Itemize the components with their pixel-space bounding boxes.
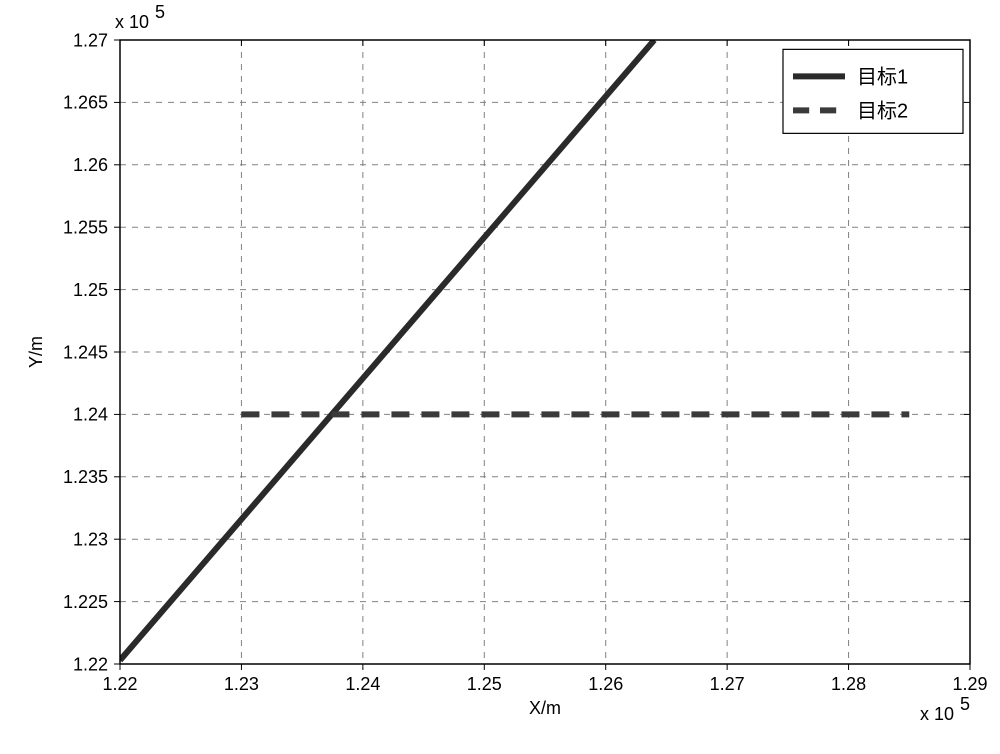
x-tick-label: 1.25 (467, 674, 502, 694)
x-tick-label: 1.24 (345, 674, 380, 694)
y-tick-label: 1.255 (63, 218, 108, 238)
x-tick-label: 1.29 (952, 674, 987, 694)
legend-label-2: 目标2 (857, 99, 908, 122)
y-tick-label: 1.225 (63, 592, 108, 612)
y-tick-label: 1.24 (73, 405, 108, 425)
y-tick-label: 1.23 (73, 530, 108, 550)
y-tick-label: 1.25 (73, 280, 108, 300)
y-tick-label: 1.235 (63, 467, 108, 487)
svg-text:x 10: x 10 (920, 704, 954, 724)
x-tick-label: 1.23 (224, 674, 259, 694)
x-tick-label: 1.27 (710, 674, 745, 694)
legend-label-1: 目标1 (857, 65, 908, 88)
y-tick-label: 1.27 (73, 30, 108, 50)
x-axis-label: X/m (529, 698, 561, 718)
x-tick-label: 1.22 (102, 674, 137, 694)
svg-text:5: 5 (960, 694, 970, 714)
y-tick-label: 1.265 (63, 93, 108, 113)
x-tick-label: 1.26 (588, 674, 623, 694)
svg-text:5: 5 (155, 2, 165, 22)
chart-container: 1.22 1.23 1.24 1.25 1.26 1.27 1.28 1.29 1.22 1.22… (0, 0, 1000, 754)
y-axis-label: Y/m (26, 336, 46, 368)
y-tick-label: 1.26 (73, 155, 108, 175)
legend: 目标1目标2 (783, 49, 963, 133)
svg-text:x 10: x 10 (115, 12, 149, 32)
chart-svg: 1.22 1.23 1.24 1.25 1.26 1.27 1.28 1.29 1.22 1.22… (0, 0, 1000, 754)
y-tick-label: 1.245 (63, 342, 108, 362)
x-tick-label: 1.28 (831, 674, 866, 694)
y-tick-label: 1.22 (73, 654, 108, 674)
